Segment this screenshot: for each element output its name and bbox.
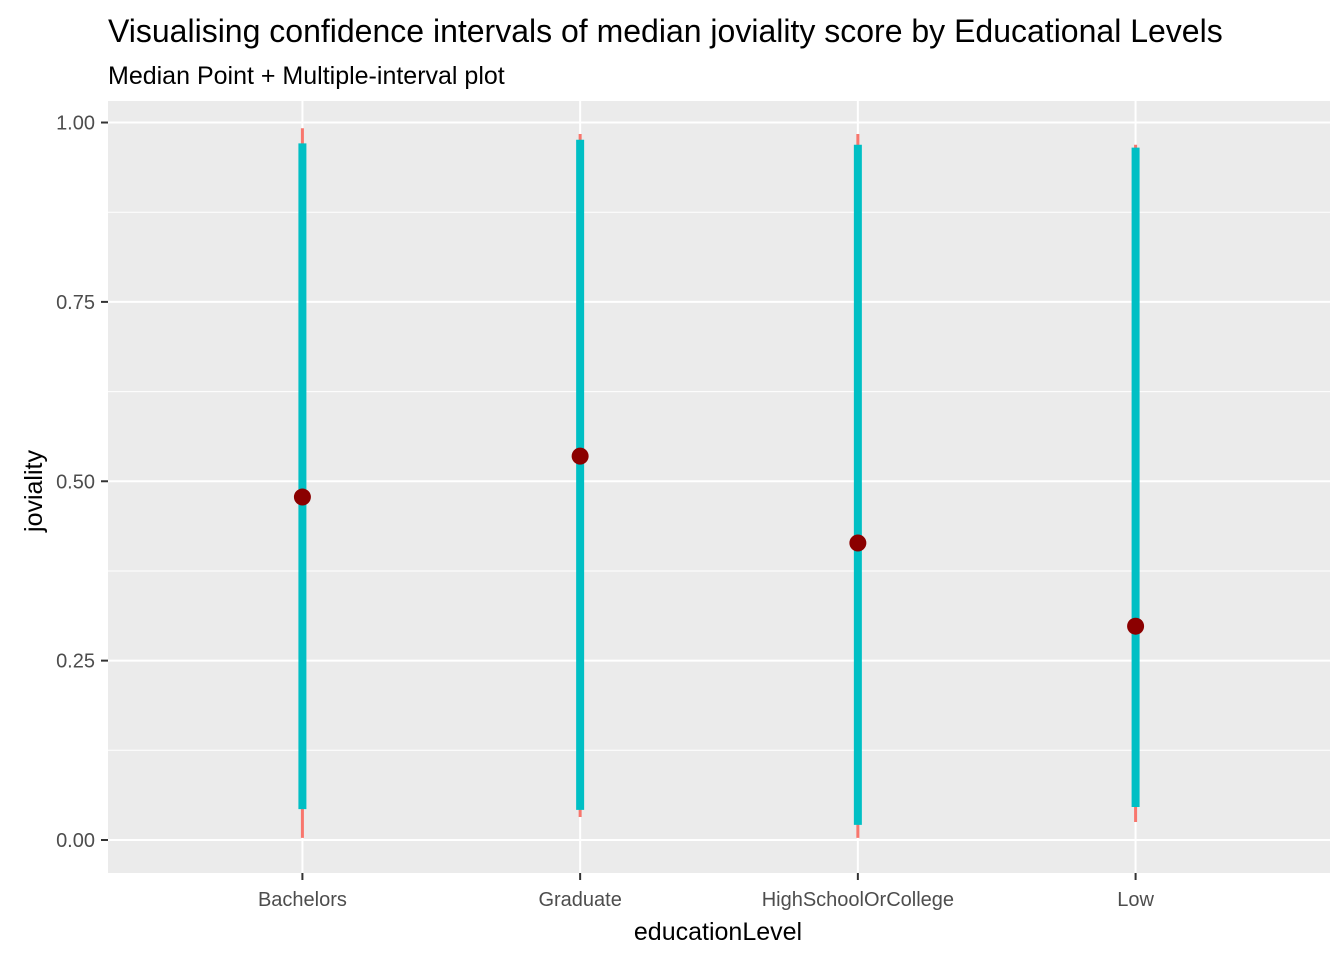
x-tick-label: HighSchoolOrCollege — [762, 889, 954, 911]
minor-gridlines — [108, 211, 1330, 751]
median-point — [571, 447, 589, 465]
median-point — [293, 488, 311, 506]
y-axis-title: joviality — [20, 450, 48, 533]
x-axis: Bachelors Graduate HighSchoolOrCollege Low — [258, 873, 1154, 911]
interval-bars — [298, 128, 1140, 838]
y-tick-label: 0.25 — [56, 651, 95, 673]
y-tick-label: 0.75 — [56, 292, 95, 314]
x-axis-title: educationLevel — [634, 918, 802, 946]
median-point — [1127, 617, 1145, 635]
plot-panel — [108, 101, 1330, 873]
x-tick-label: Bachelors — [258, 889, 347, 911]
y-tick-label: 0.00 — [56, 830, 95, 852]
y-tick-label: 0.50 — [56, 471, 95, 493]
median-point — [849, 534, 867, 552]
median-points — [293, 447, 1145, 635]
y-tick-label: 1.00 — [56, 113, 95, 135]
x-tick-label: Low — [1117, 889, 1154, 911]
chart-title: Visualising confidence intervals of medi… — [108, 13, 1223, 49]
chart-subtitle: Median Point + Multiple-interval plot — [108, 62, 505, 90]
x-tick-label: Graduate — [538, 889, 621, 911]
y-axis: 0.00 0.25 0.50 0.75 1.00 — [56, 113, 108, 852]
